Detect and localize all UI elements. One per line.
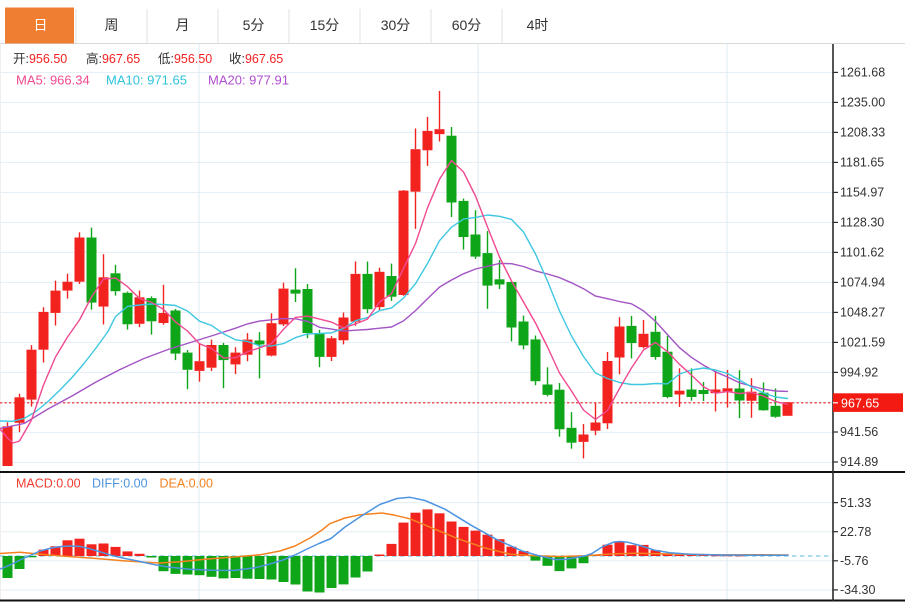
svg-text:60分: 60分: [452, 17, 482, 33]
svg-text:1181.65: 1181.65: [840, 156, 884, 170]
svg-text:1101.62: 1101.62: [840, 246, 884, 260]
svg-text:30分: 30分: [381, 17, 411, 33]
svg-text:MACD:0.00: MACD:0.00: [16, 477, 81, 491]
svg-text:-34.30: -34.30: [840, 583, 875, 597]
svg-text:DEA:0.00: DEA:0.00: [160, 477, 214, 491]
svg-text:MA5: 966.34: MA5: 966.34: [16, 73, 90, 88]
svg-text:日: 日: [34, 17, 48, 33]
svg-text:DIFF:0.00: DIFF:0.00: [92, 477, 148, 491]
svg-text:周: 周: [105, 17, 119, 33]
svg-text:1048.27: 1048.27: [840, 306, 885, 320]
svg-text:914.89: 914.89: [840, 455, 878, 469]
svg-text:高:967.65: 高:967.65: [86, 51, 140, 66]
svg-text:1074.94: 1074.94: [840, 276, 885, 290]
svg-text:4时: 4时: [527, 17, 549, 33]
svg-text:低:956.50: 低:956.50: [158, 52, 212, 66]
svg-text:1154.97: 1154.97: [840, 186, 884, 200]
svg-text:1235.00: 1235.00: [840, 96, 885, 110]
svg-text:51.33: 51.33: [840, 496, 871, 510]
svg-text:-5.76: -5.76: [840, 554, 869, 568]
svg-text:1261.68: 1261.68: [840, 66, 885, 80]
svg-text:收:967.65: 收:967.65: [229, 52, 283, 66]
svg-text:开:956.50: 开:956.50: [13, 52, 67, 66]
svg-text:1208.33: 1208.33: [840, 126, 885, 140]
svg-text:941.56: 941.56: [840, 425, 878, 439]
svg-text:15分: 15分: [310, 17, 340, 33]
svg-text:MA10: 971.65: MA10: 971.65: [106, 73, 187, 88]
svg-text:22.78: 22.78: [840, 525, 871, 539]
svg-text:5分: 5分: [243, 17, 265, 33]
svg-text:1128.30: 1128.30: [840, 216, 884, 230]
svg-text:967.65: 967.65: [841, 396, 879, 410]
svg-text:1021.59: 1021.59: [840, 336, 885, 350]
svg-text:月: 月: [176, 17, 190, 33]
svg-text:MA20: 977.91: MA20: 977.91: [208, 73, 289, 88]
svg-text:994.92: 994.92: [840, 366, 878, 380]
